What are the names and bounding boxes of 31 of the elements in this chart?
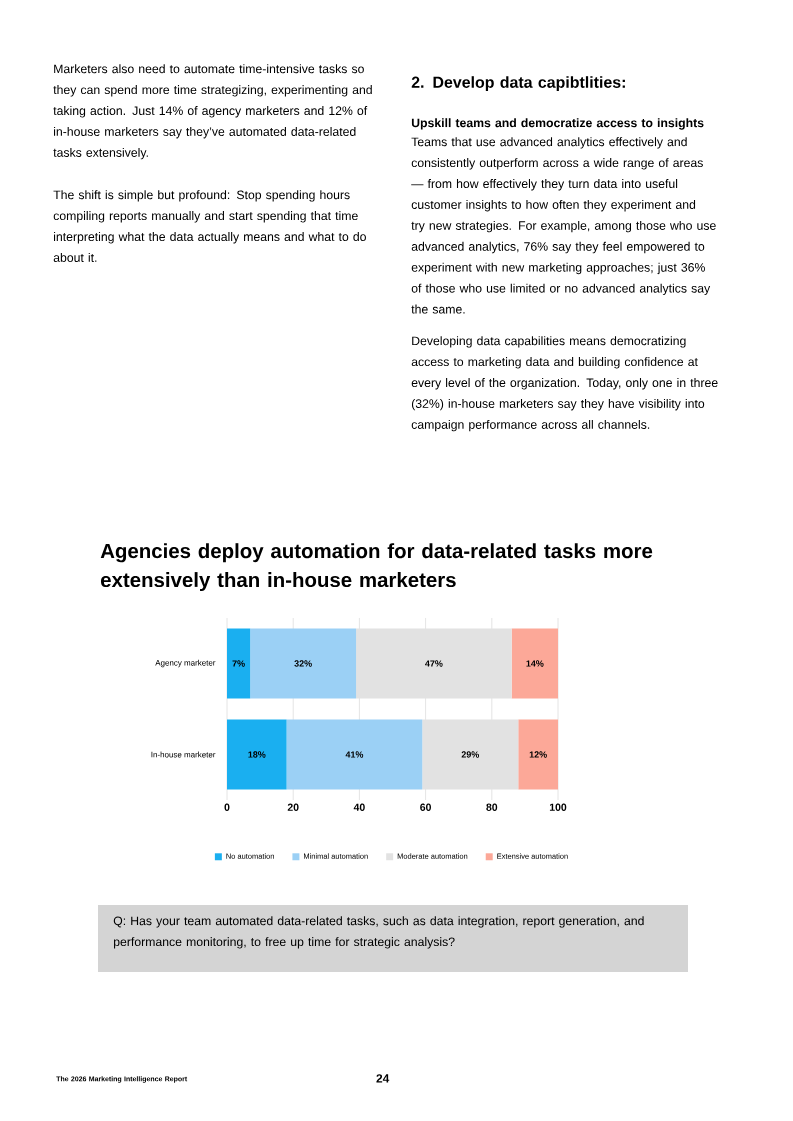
data-label: 41% <box>345 751 364 758</box>
bar <box>422 719 519 790</box>
x-tick-label: 20 <box>287 803 299 811</box>
data-label: 14% <box>526 660 544 667</box>
text: The shift is simple but profound: Stop spending hours compiling reports manually and start spending that time interpreting what the data actually means and what to do about it. <box>53 190 366 262</box>
x-tick-label: 60 <box>420 803 431 811</box>
text: 24 <box>376 1074 390 1083</box>
data-label: 47% <box>425 660 443 667</box>
text: 2. Develop data capibtlities: <box>411 76 625 92</box>
text: Teams that use advanced analytics effectively and consistently outperform across a wide range of areas — from how effectively they turn data into useful customer insights to how often they experiment and try new strategies. For example, among those who use advanced analytics, 76% say they feel empowered to experiment with new marketing approaches; just 36% of those who use limited or no advanced analytics say the same. <box>411 137 716 314</box>
data-label: 18% <box>248 751 266 758</box>
text: Upskill teams and democratize access to insights <box>411 118 704 130</box>
text: Marketers also need to automate time-intensive tasks so they can spend more time strategizing, experimenting and taking action. Just 14% of agency marketers and 12% of in-house marketers say they’ve automated data-related tasks extensively. <box>53 64 372 160</box>
x-tick-label: 0 <box>224 803 230 811</box>
bar <box>227 628 251 699</box>
data-label: 29% <box>461 751 480 758</box>
data-label: 7% <box>232 660 245 667</box>
bar <box>227 719 287 790</box>
bar <box>250 628 357 699</box>
x-tick-label: 40 <box>353 803 365 811</box>
chart-title: Agencies deploy automation for data-related tasks more extensively than in-house marketers <box>100 543 653 592</box>
data-label: 12% <box>529 751 547 758</box>
bar <box>356 628 512 699</box>
x-tick-label: 100 <box>549 803 567 811</box>
bar <box>286 719 423 790</box>
text: Q: Has your team automated data-related tasks, such as data integration, report generation, and performance monitoring, to free up time for strategic analysis? <box>113 916 644 949</box>
text: Developing data capabilities means democratizing access to marketing data and building confidence at every level of the organization. Today, only one in three (32%) in-house marketers say they have visibility into campaign performance across all channels. <box>411 336 718 432</box>
bar <box>518 719 558 790</box>
data-label: 32% <box>294 660 312 667</box>
bar <box>511 628 558 699</box>
x-tick-label: 80 <box>486 803 498 811</box>
